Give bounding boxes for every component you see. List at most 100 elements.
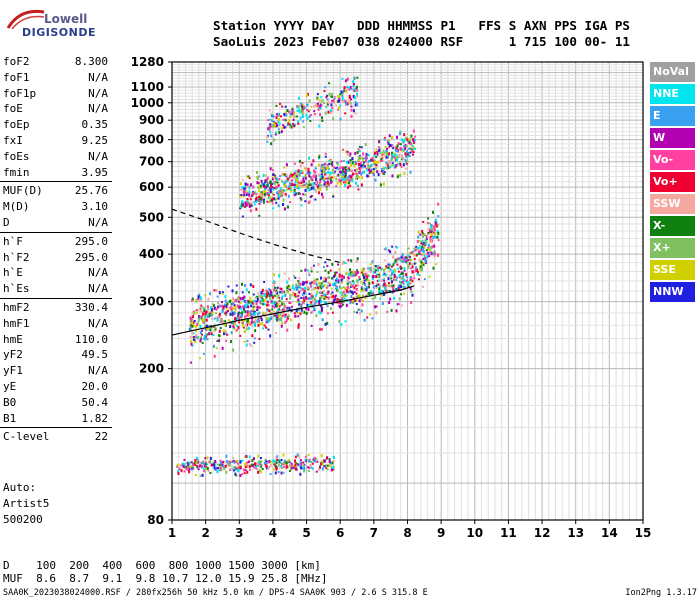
echo-mark — [355, 85, 358, 89]
echo-mark — [313, 280, 316, 283]
echo-mark — [405, 145, 408, 148]
echo-mark — [287, 314, 290, 318]
echo-mark — [233, 469, 236, 472]
echo-mark — [420, 247, 423, 251]
echo-mark — [302, 295, 305, 298]
echo-mark — [275, 131, 278, 134]
echo-mark — [348, 268, 351, 272]
echo-mark — [189, 327, 192, 331]
echo-mark — [381, 170, 384, 173]
echo-mark — [190, 342, 193, 346]
echo-mark — [342, 301, 345, 304]
y-tick-label: 300 — [139, 295, 164, 309]
echo-mark — [296, 312, 299, 315]
echo-mark — [415, 247, 418, 250]
echo-mark — [436, 230, 439, 234]
echo-mark — [296, 109, 299, 112]
echo-mark — [280, 130, 283, 134]
echo-mark — [254, 462, 257, 466]
echo-mark — [386, 310, 389, 313]
echo-mark — [243, 468, 246, 472]
echo-mark — [371, 317, 374, 320]
echo-mark — [226, 310, 229, 313]
echo-mark — [341, 166, 344, 169]
echo-mark — [343, 177, 346, 181]
echo-mark — [327, 166, 330, 170]
echo-mark — [209, 292, 212, 296]
echo-mark — [320, 300, 323, 304]
echo-mark — [411, 293, 414, 297]
echo-mark — [406, 256, 409, 259]
echo-mark — [374, 271, 377, 274]
echo-mark — [254, 319, 257, 323]
echo-mark — [421, 239, 424, 243]
echo-mark — [304, 200, 307, 203]
echo-mark — [210, 463, 213, 467]
echo-mark — [257, 317, 260, 320]
echo-mark — [332, 298, 335, 301]
echo-mark — [329, 282, 332, 286]
echo-mark — [293, 287, 296, 291]
echo-mark — [231, 289, 234, 293]
echo-mark — [233, 322, 236, 326]
echo-mark — [429, 246, 432, 249]
echo-mark — [334, 294, 337, 297]
echo-mark — [254, 296, 257, 299]
echo-mark — [288, 277, 291, 281]
echo-mark — [308, 179, 311, 183]
echo-mark — [275, 467, 278, 471]
echo-mark — [335, 185, 338, 188]
echo-mark — [377, 275, 380, 279]
echo-mark — [351, 284, 354, 288]
echo-mark — [255, 193, 258, 196]
echo-mark — [216, 467, 219, 470]
echo-mark — [301, 110, 304, 114]
echo-mark — [266, 309, 269, 312]
echo-mark — [269, 311, 272, 315]
echo-mark — [298, 173, 301, 177]
echo-mark — [286, 286, 289, 290]
echo-mark — [274, 303, 277, 307]
echo-mark — [283, 166, 286, 169]
echo-mark — [288, 181, 291, 184]
echo-mark — [318, 191, 321, 195]
echo-mark — [263, 324, 266, 327]
echo-mark — [375, 286, 378, 289]
echo-mark — [350, 290, 353, 294]
echo-mark — [410, 134, 413, 138]
echo-mark — [270, 461, 273, 464]
echo-mark — [435, 263, 438, 266]
echo-mark — [274, 464, 277, 467]
echo-mark — [385, 247, 388, 251]
echo-mark — [300, 462, 303, 466]
echo-mark — [260, 460, 263, 463]
echo-mark — [342, 100, 345, 104]
echo-mark — [323, 183, 326, 187]
echo-mark — [375, 285, 378, 288]
echo-mark — [310, 282, 313, 286]
echo-mark — [213, 466, 216, 469]
echo-mark — [232, 325, 235, 328]
echo-mark — [274, 459, 277, 463]
echo-mark — [225, 470, 228, 474]
echo-mark — [245, 288, 248, 292]
echo-mark — [405, 259, 408, 263]
echo-mark — [310, 294, 313, 298]
echo-mark — [324, 155, 327, 158]
echo-mark — [357, 283, 360, 286]
echo-mark — [230, 303, 233, 306]
echo-mark — [361, 299, 364, 302]
echo-mark — [214, 327, 217, 331]
echo-mark — [373, 274, 376, 278]
echo-mark — [257, 175, 260, 178]
echo-mark — [276, 458, 279, 461]
echo-mark — [296, 295, 299, 298]
echo-mark — [355, 302, 358, 305]
echo-mark — [426, 252, 429, 255]
echo-mark — [355, 92, 358, 96]
echo-mark — [233, 461, 236, 464]
echo-mark — [266, 135, 269, 139]
echo-mark — [325, 177, 328, 180]
echo-mark — [250, 299, 253, 303]
echo-mark — [318, 299, 321, 302]
